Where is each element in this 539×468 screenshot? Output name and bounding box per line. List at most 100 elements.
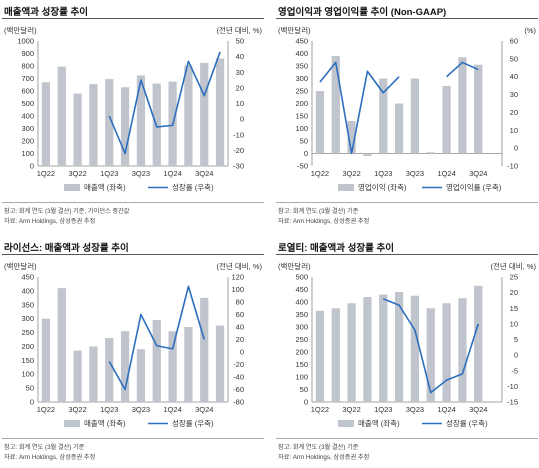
bar <box>394 292 404 402</box>
right-tick-label: 10 <box>510 319 518 328</box>
x-tick-label: 1Q23 <box>100 169 118 178</box>
legend-bar-swatch <box>64 420 80 427</box>
legend-line-label: 영업이익률 (우축) <box>446 182 502 192</box>
footnote: 참고: 회계 연도 (3월 결산) 기준 <box>278 444 359 451</box>
x-tick-label: 3Q24 <box>469 405 487 414</box>
right-axis-unit: (전년 대비, %) <box>216 25 262 35</box>
left-tick-label: 0 <box>30 162 34 171</box>
bar <box>442 86 451 154</box>
bar <box>136 349 146 402</box>
bar <box>347 121 356 154</box>
footer-rule <box>2 202 264 203</box>
left-tick-label: 300 <box>295 323 308 332</box>
left-tick-label: 800 <box>21 62 34 71</box>
right-tick-label: -20 <box>233 360 244 369</box>
right-tick-label: 0 <box>514 144 518 153</box>
right-tick-label: -30 <box>233 162 244 171</box>
left-tick-label: 700 <box>21 74 34 83</box>
left-tick-label: 50 <box>300 137 308 146</box>
bar <box>89 346 98 402</box>
left-tick-label: 400 <box>295 49 308 58</box>
legend-bar-swatch <box>338 184 354 191</box>
panel-title: 로열티: 매출액과 성장률 추이 <box>278 243 394 254</box>
left-axis-unit: (백만달러) <box>278 25 311 35</box>
bar <box>105 338 114 402</box>
x-tick-label: 3Q23 <box>406 169 424 178</box>
right-tick-label: -5 <box>511 366 518 375</box>
left-tick-label: 100 <box>21 149 34 158</box>
right-tick-label: 40 <box>236 323 244 332</box>
series-line <box>108 285 206 391</box>
right-tick-label: 100 <box>231 285 244 294</box>
title-rule <box>276 18 538 19</box>
bar <box>41 318 51 402</box>
chart-panel-license: 라이선스: 매출액과 성장률 추이 (백만달러) (전년 대비, %) 0 50 100… <box>2 240 264 468</box>
bar <box>73 350 82 402</box>
right-tick-label: 50 <box>236 37 244 46</box>
bar <box>105 79 114 166</box>
series-line <box>446 61 479 78</box>
left-tick-label: 350 <box>295 62 308 71</box>
right-tick-label: 0 <box>514 351 518 360</box>
x-tick-label: 3Q24 <box>469 169 487 178</box>
series-line <box>319 61 400 155</box>
x-tick-label: 3Q22 <box>342 405 360 414</box>
chart-svg: (백만달러) (전년 대비, %)050100150200250300350400… <box>278 261 537 428</box>
title-rule <box>2 18 264 19</box>
left-tick-label: 100 <box>295 373 308 382</box>
right-tick-label: 50 <box>510 54 518 63</box>
chart-svg: (백만달러) (%)-50050100150200250300350400450-… <box>278 25 536 192</box>
source-note: 자료: Arm Holdings, 삼성증권 추정 <box>278 454 370 461</box>
left-tick-label: 150 <box>295 360 308 369</box>
legend-bar-label: 매출액 (좌축) <box>358 418 400 428</box>
bar <box>347 303 356 402</box>
left-axis-unit: (백만달러) <box>4 261 37 271</box>
source-note: 자료: Arm Holdings, 삼성증권 추정 <box>278 218 370 225</box>
bar <box>331 308 340 402</box>
legend-bar-label: 매출액 (좌축) <box>84 182 126 192</box>
panel-title: 영업이익과 영업이익률 추이 (Non-GAAP) <box>278 7 447 18</box>
x-tick-label: 1Q24 <box>163 169 181 178</box>
chart-panel-royalty: 로열티: 매출액과 성장률 추이 (백만달러) (전년 대비, %) 0 50 100 1… <box>276 240 538 468</box>
right-tick-label: 60 <box>510 37 518 46</box>
x-tick-label: 1Q22 <box>311 169 329 178</box>
left-tick-label: 300 <box>295 74 308 83</box>
legend-line-label: 성장률 (우축) <box>172 182 214 192</box>
chart-panel-revenue: 매출액과 성장률 추이 (백만달러) (전년 대비, %) 0 100 200 300 40… <box>2 4 264 232</box>
bar <box>57 66 66 166</box>
bar <box>458 298 467 402</box>
bar <box>41 82 51 166</box>
left-tick-label: -50 <box>297 162 308 171</box>
left-tick-label: 150 <box>21 356 34 365</box>
x-tick-label: 1Q22 <box>311 405 329 414</box>
bar <box>184 65 193 166</box>
x-tick-label: 1Q23 <box>100 405 118 414</box>
left-tick-label: 450 <box>295 285 308 294</box>
panel-title: 라이선스: 매출액과 성장률 추이 <box>4 243 129 254</box>
bar <box>57 288 66 402</box>
right-tick-label: -20 <box>233 146 244 155</box>
x-tick-label: 1Q23 <box>374 169 392 178</box>
footer-rule <box>276 202 538 203</box>
right-tick-label: -10 <box>507 162 518 171</box>
right-axis-unit: (전년 대비, %) <box>490 261 536 271</box>
bar <box>474 64 483 154</box>
left-tick-label: 250 <box>295 335 308 344</box>
left-tick-label: 0 <box>30 398 34 407</box>
footer-rule <box>276 438 538 439</box>
right-tick-label: -10 <box>507 382 518 391</box>
legend-line-label: 성장률 (우축) <box>172 418 214 428</box>
x-tick-label: 3Q22 <box>68 405 86 414</box>
right-tick-label: 20 <box>510 288 518 297</box>
left-axis-unit: (백만달러) <box>4 25 37 35</box>
x-tick-label: 3Q24 <box>195 169 213 178</box>
left-tick-label: 50 <box>26 384 34 393</box>
bar <box>426 152 435 154</box>
title-rule <box>2 254 264 255</box>
bar <box>442 303 451 402</box>
bar <box>379 294 388 402</box>
bar <box>410 78 420 154</box>
left-tick-label: 300 <box>21 314 34 323</box>
bar <box>200 297 209 402</box>
bar <box>152 320 161 402</box>
